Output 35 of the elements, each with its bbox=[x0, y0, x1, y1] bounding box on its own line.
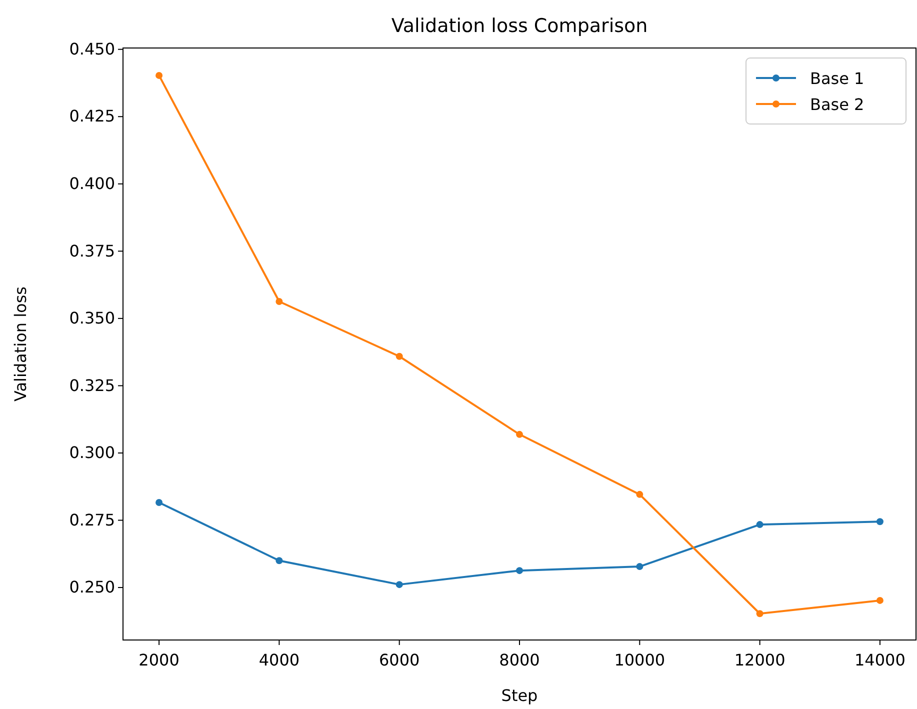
point bbox=[636, 563, 644, 570]
point bbox=[396, 352, 403, 360]
point bbox=[276, 557, 283, 564]
point bbox=[516, 567, 523, 574]
point bbox=[396, 581, 403, 588]
x-tick-label: 2000 bbox=[138, 650, 180, 670]
y-axis-title: Validation loss bbox=[11, 286, 30, 402]
point bbox=[516, 430, 523, 438]
y-tick-label: 0.325 bbox=[69, 376, 115, 395]
y-tick-label: 0.375 bbox=[69, 241, 115, 260]
point bbox=[156, 498, 163, 506]
x-tick-label: 14000 bbox=[854, 650, 906, 670]
x-tick-label: 12000 bbox=[734, 650, 786, 670]
point bbox=[276, 298, 283, 305]
legend-label: Base 2 bbox=[810, 95, 864, 114]
y-tick-label: 0.400 bbox=[69, 174, 115, 194]
x-axis-title: Step bbox=[501, 686, 538, 705]
point bbox=[876, 596, 884, 604]
x-tick-label: 10000 bbox=[614, 650, 666, 670]
legend-label: Base 1 bbox=[810, 69, 864, 88]
x-tick-label: 6000 bbox=[378, 650, 420, 670]
y-tick-label: 0.450 bbox=[69, 39, 115, 58]
chart-title: Validation loss Comparison bbox=[391, 15, 648, 37]
point bbox=[756, 521, 764, 528]
y-tick-label: 0.300 bbox=[69, 443, 115, 462]
point bbox=[636, 490, 644, 498]
y-tick-label: 0.425 bbox=[69, 106, 115, 126]
point bbox=[156, 72, 163, 79]
x-tick-label: 4000 bbox=[258, 650, 300, 670]
point bbox=[876, 518, 884, 526]
x-tick-label: 8000 bbox=[499, 650, 540, 670]
y-tick-label: 0.350 bbox=[69, 308, 115, 328]
point bbox=[756, 610, 764, 618]
y-tick-label: 0.250 bbox=[69, 578, 115, 597]
y-tick-label: 0.275 bbox=[69, 510, 115, 530]
